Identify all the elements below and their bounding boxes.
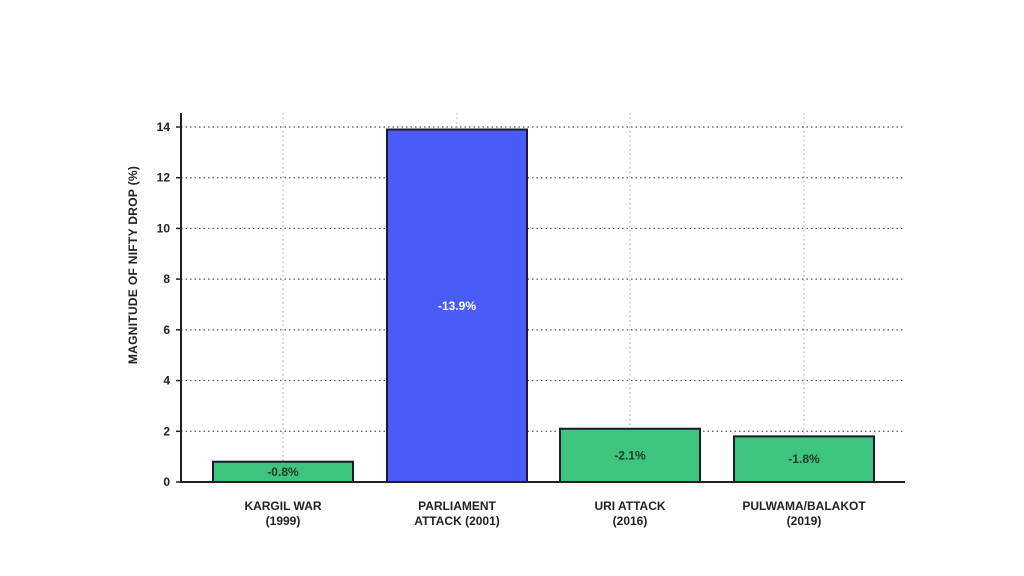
y-tick-label: 12 <box>157 171 171 185</box>
y-axis-label: MAGNITUDE OF NIFTY DROP (%) <box>126 166 140 364</box>
y-tick-label: 10 <box>157 221 171 235</box>
data-label: -2.1% <box>614 448 646 462</box>
data-label: -13.9% <box>438 299 476 313</box>
bar <box>733 435 875 484</box>
data-label: -0.8% <box>267 465 299 479</box>
y-tick-label: 0 <box>163 475 170 489</box>
x-category-label: (1999) <box>266 514 301 528</box>
x-category-label: KARGIL WAR <box>244 499 321 513</box>
y-tick-label: 6 <box>163 323 170 337</box>
y-tick-label: 8 <box>163 272 170 286</box>
x-category-label: PARLIAMENT <box>418 499 496 513</box>
x-category-label: ATTACK (2001) <box>414 514 500 528</box>
x-category-label: (2016) <box>613 514 648 528</box>
y-tick-label: 14 <box>157 120 171 134</box>
x-category-label: URI ATTACK <box>594 499 665 513</box>
x-category-label: (2019) <box>787 514 822 528</box>
y-tick-label: 2 <box>163 424 170 438</box>
x-category-label: PULWAMA/BALAKOT <box>742 499 866 513</box>
bar <box>386 128 528 484</box>
bars: -0.8% -13.9% -2.1% -1.8% <box>212 128 875 484</box>
y-tick-label: 4 <box>163 374 170 388</box>
data-label: -1.8% <box>788 452 820 466</box>
axes: 0 2 4 6 8 10 12 14 KARGIL WAR(1999) PARLIAMENTATT… <box>157 113 905 528</box>
grid <box>181 113 905 482</box>
